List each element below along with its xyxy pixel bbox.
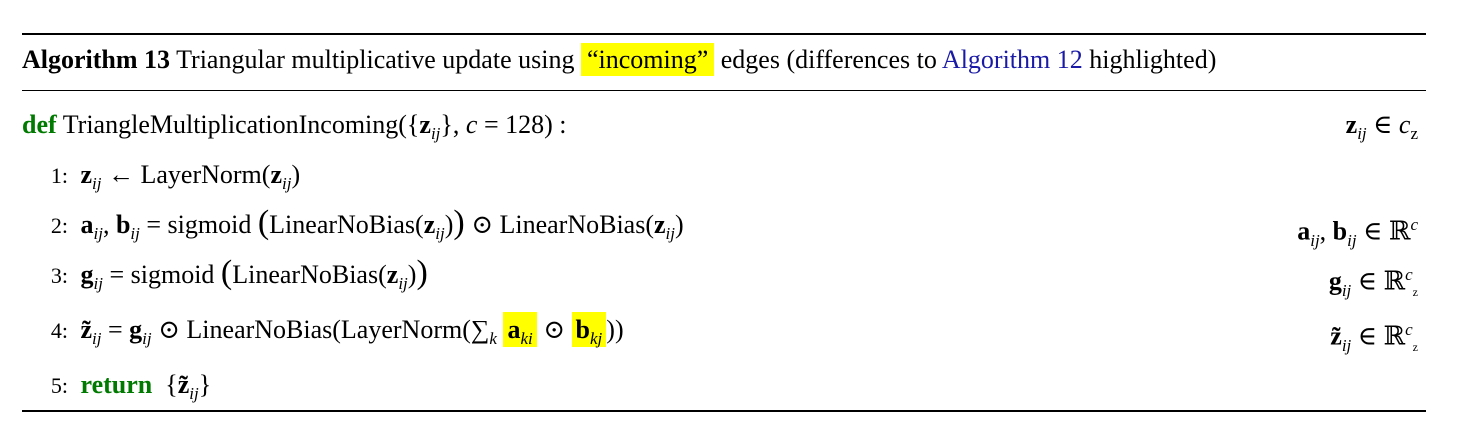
algorithm-12-link[interactable]: Algorithm 12 [941,45,1083,74]
ann-set-sub: z [1410,124,1418,144]
algo-line-3: 3: gij = sigmoid (LinearNoBias(zij)) [22,256,428,301]
algo-line-4: 4: z̃ij = gij ⊙ LinearNoBias(LayerNorm(∑… [22,312,624,356]
def-annotation: zij ∈ cz [1346,108,1418,151]
algorithm-label: Algorithm 13 [22,45,171,74]
line-1-text: ← LayerNorm( [108,160,271,189]
g-var: g [80,260,94,289]
ann-set: ∈ c [1373,110,1411,139]
ann-z: z [1345,110,1358,139]
z-var: z [419,110,431,139]
line-3-annotation: gij ∈ ℝcz [1328,265,1418,300]
b-var: b [115,210,131,239]
z-tilde-var: z̃ [80,315,93,344]
sigmoid-text: sigmoid [130,260,215,289]
return-keyword: return [80,370,153,399]
algo-line-2: 2: aij, bij = sigmoid (LinearNoBias(zij)… [22,206,684,251]
line-number: 5: [50,373,68,398]
function-name: TriangleMultiplicationIncoming [62,110,399,139]
b-kj-highlight: bkj [571,312,607,348]
ann-sup: c [1410,215,1418,234]
a-var: a [80,210,94,239]
ann-z-sub: ij [1357,124,1367,144]
z-sub: ij [430,124,441,144]
algo-line-1: 1: zij ← LayerNorm(zij) [22,158,300,201]
sum-sub: k [489,329,497,349]
sigmoid-text: sigmoid [167,210,252,239]
ann-sup: c [1405,265,1413,284]
linear-layernorm-text: LinearNoBias(LayerNorm( [186,315,471,344]
top-rule [22,33,1426,35]
caption-text-end: highlighted) [1089,45,1217,74]
line-4-annotation: z̃ij ∈ ℝcz [1330,320,1418,355]
linear-text-2: LinearNoBias( [499,210,654,239]
bottom-rule [22,410,1426,412]
line-number: 3: [50,263,68,288]
line-number: 4: [50,318,68,343]
caption-text-after: edges (differences to [720,45,937,74]
algorithm-caption: Algorithm 13 Triangular multiplicative u… [22,40,1216,80]
c-param: c [465,110,478,139]
ann-R: ∈ ℝ [1363,216,1411,246]
z-tilde-var: z̃ [177,370,190,399]
a-ki-highlight: aki [503,312,537,348]
algo-line-5: 5: return {z̃ij} [22,368,211,411]
z-var: z [270,160,282,189]
z-var: z [80,160,93,189]
line-number: 1: [50,163,68,188]
line-number: 2: [50,213,68,238]
def-keyword: def [22,110,57,139]
line-2-annotation: aij, bij ∈ ℝc [1297,215,1418,250]
ann-sup: c [1405,320,1413,339]
sum-symbol: ∑ [470,315,490,344]
def-line: def TriangleMultiplicationIncoming({zij}… [22,110,567,144]
c-value: = 128) : [483,110,567,139]
caption-text: Triangular multiplicative update using [176,45,575,74]
ann-R: ∈ ℝ [1357,266,1406,296]
linear-text: LinearNoBias( [269,210,424,239]
linear-text: LinearNoBias( [232,260,387,289]
mid-rule [22,90,1426,91]
ann-R: ∈ ℝ [1357,321,1406,351]
caption-highlight: “incoming” [580,43,715,76]
